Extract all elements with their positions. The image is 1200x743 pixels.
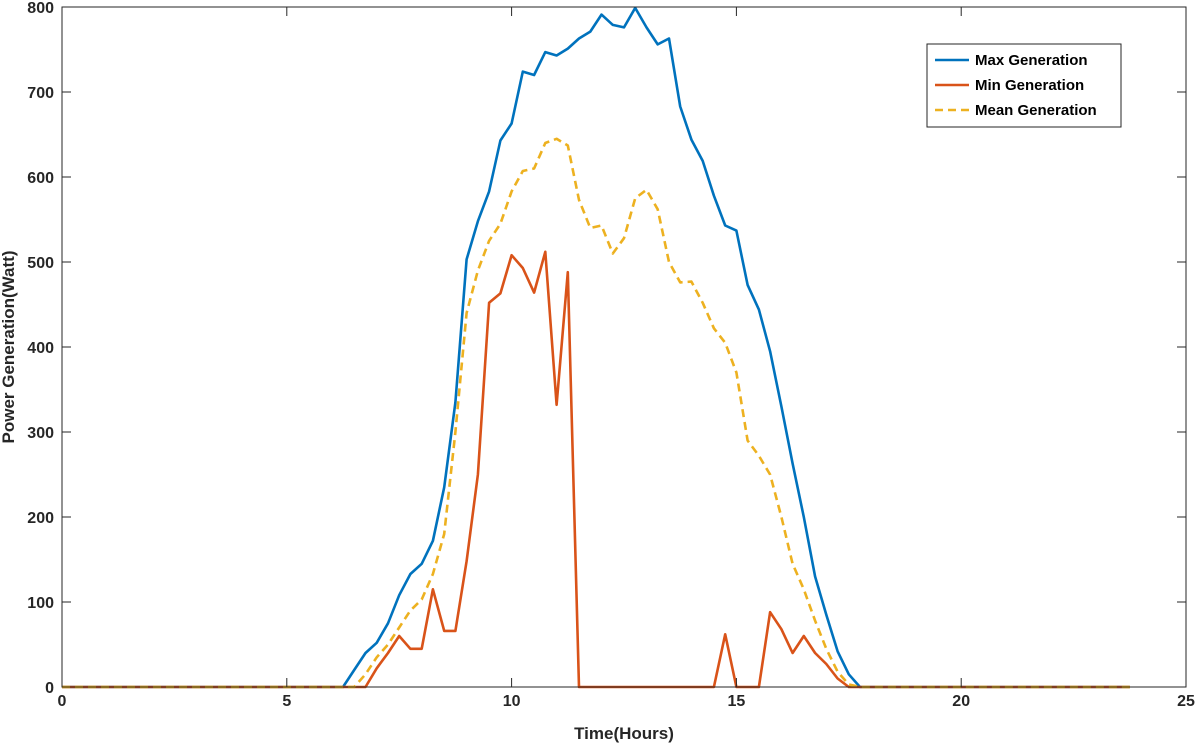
y-tick-label: 100 <box>27 595 54 612</box>
x-tick-label: 0 <box>58 693 67 710</box>
x-tick-label: 15 <box>728 693 746 710</box>
legend: Max Generation Min Generation Mean Generat… <box>926 43 1122 128</box>
series-line-max-generation <box>62 6 1130 689</box>
y-tick-label: 600 <box>27 170 54 187</box>
series-line-mean-generation <box>62 137 1130 689</box>
legend-entry-label: Min Generation <box>975 77 1084 94</box>
series-layer <box>62 6 1130 689</box>
x-tick-label: 20 <box>952 693 970 710</box>
y-tick-label: 400 <box>27 340 54 357</box>
x-tick-label: 10 <box>503 693 521 710</box>
legend-entry-label: Max Generation <box>975 52 1088 69</box>
x-tick-label: 5 <box>282 693 291 710</box>
y-tick-label: 700 <box>27 85 54 102</box>
series-line-min-generation <box>62 250 1130 689</box>
legend-entry-label: Mean Generation <box>975 102 1097 119</box>
y-tick-label: 800 <box>27 0 54 17</box>
y-tick-label: 300 <box>27 425 54 442</box>
y-axis-label: Power Generation(Watt) <box>0 251 18 444</box>
y-tick-label: 200 <box>27 510 54 527</box>
y-tick-label: 500 <box>27 255 54 272</box>
axes-layer: 0 5 10 15 20 25 0 100 200 300 400 500 600 700 800 <box>27 0 1195 710</box>
x-axis-label: Time(Hours) <box>574 724 674 743</box>
y-tick-label: 0 <box>45 680 54 697</box>
x-tick-label: 25 <box>1177 693 1195 710</box>
